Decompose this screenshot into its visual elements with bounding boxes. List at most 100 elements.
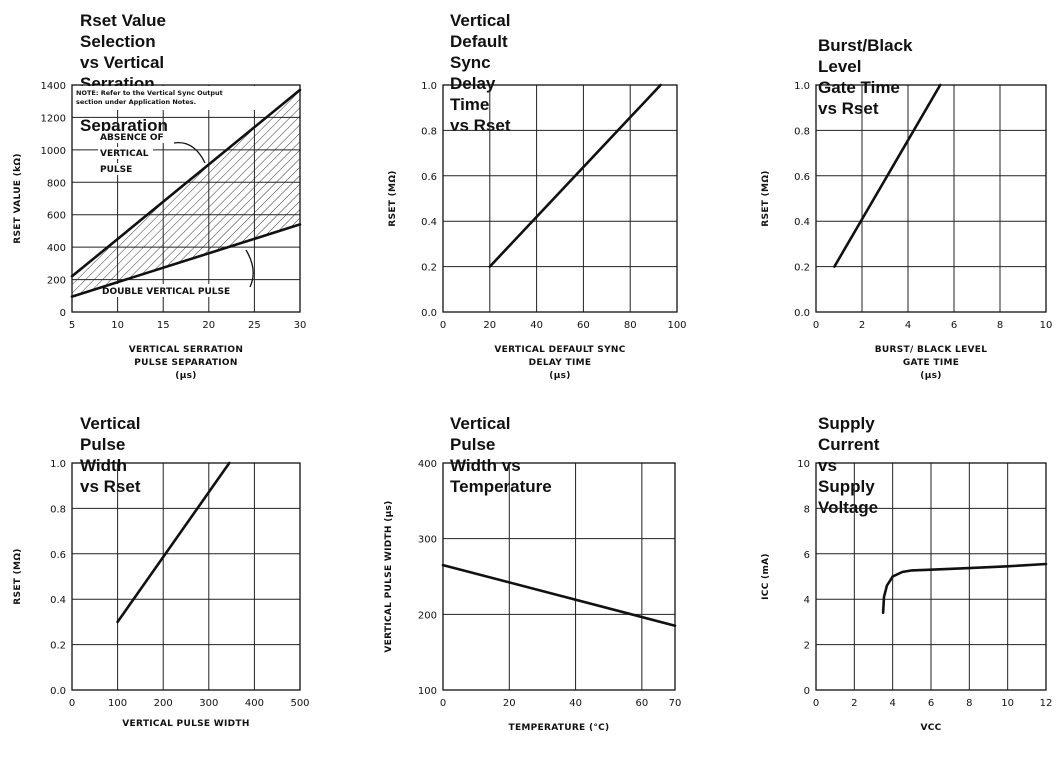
y-tick-label: 1400 <box>41 81 66 92</box>
y-tick-label: 0.2 <box>794 263 810 274</box>
y-tick-label: 0.6 <box>794 172 810 183</box>
x-tick-label: 10 <box>1040 320 1053 331</box>
y-tick-label: 0.6 <box>50 550 66 561</box>
y-tick-label: 0.4 <box>794 217 810 228</box>
annotation-absence-of-vertical-pulse: PULSE <box>100 165 132 175</box>
x-tick-label: 100 <box>108 698 127 709</box>
x-tick-label: 0 <box>813 698 819 709</box>
y-tick-label: 1.0 <box>50 459 66 470</box>
y-tick-label: 1000 <box>41 146 66 157</box>
y-axis-label: VERTICAL PULSE WIDTH (μs) <box>384 500 394 652</box>
annotation-absence-of-vertical-pulse: VERTICAL <box>100 149 149 159</box>
x-axis-label: (μs) <box>175 371 196 381</box>
chart-title: Supply Current vs Supply Voltage <box>818 414 880 517</box>
x-tick-label: 10 <box>1001 698 1014 709</box>
x-axis-label: VERTICAL PULSE WIDTH <box>122 719 249 729</box>
x-tick-label: 70 <box>669 698 682 709</box>
annotation-bg <box>98 131 178 143</box>
hatched-region <box>72 89 300 297</box>
annotation-double-vertical-pulse: DOUBLE VERTICAL PULSE <box>102 287 230 297</box>
y-tick-label: 8 <box>804 504 810 515</box>
y-tick-label: 6 <box>804 550 810 561</box>
plot-frame <box>815 462 1047 691</box>
x-tick-label: 60 <box>635 698 648 709</box>
x-tick-label: 4 <box>905 320 911 331</box>
x-tick-label: 40 <box>569 698 582 709</box>
y-tick-label: 0.0 <box>421 308 437 319</box>
x-axis-label: VERTICAL DEFAULT SYNC <box>494 345 625 355</box>
chart-title: Vertical Pulse Width vs Temperature <box>450 414 552 496</box>
x-tick-label: 300 <box>199 698 218 709</box>
x-tick-label: 400 <box>245 698 264 709</box>
y-tick-label: 1.0 <box>794 81 810 92</box>
x-axis-label: GATE TIME <box>903 358 959 368</box>
y-tick-label: 0.8 <box>421 126 437 137</box>
y-axis-label: ICC (mA) <box>761 553 771 600</box>
x-tick-label: 100 <box>667 320 686 331</box>
x-tick-label: 60 <box>577 320 590 331</box>
y-tick-label: 200 <box>418 610 437 621</box>
x-tick-label: 20 <box>503 698 516 709</box>
x-tick-label: 200 <box>154 698 173 709</box>
y-tick-label: 1.0 <box>421 81 437 92</box>
y-axis-label: RSET (MΩ) <box>13 548 23 604</box>
y-tick-label: 0.0 <box>794 308 810 319</box>
series-line <box>488 83 662 268</box>
series-line <box>116 461 231 624</box>
x-axis-label: BURST/ BLACK LEVEL <box>875 345 988 355</box>
x-tick-label: 6 <box>928 698 934 709</box>
x-tick-label: 15 <box>157 320 170 331</box>
annotation-bg <box>98 147 153 159</box>
x-tick-label: 8 <box>997 320 1003 331</box>
x-tick-label: 12 <box>1040 698 1053 709</box>
y-tick-label: 0.8 <box>50 504 66 515</box>
x-axis-label: DELAY TIME <box>529 358 592 368</box>
y-tick-label: 0.0 <box>50 686 66 697</box>
series-line <box>441 563 677 627</box>
x-tick-label: 5 <box>69 320 75 331</box>
x-tick-label: 8 <box>966 698 972 709</box>
y-tick-label: 300 <box>418 535 437 546</box>
y-tick-label: 200 <box>47 276 66 287</box>
y-tick-label: 0.2 <box>50 641 66 652</box>
x-axis-label: (μs) <box>549 371 570 381</box>
x-tick-label: 6 <box>951 320 957 331</box>
x-tick-label: 500 <box>290 698 309 709</box>
chart-title: Vertical Pulse Width vs Rset <box>80 414 141 496</box>
x-tick-label: 20 <box>483 320 496 331</box>
annotation-arrow <box>245 249 254 288</box>
y-axis-label: RSET VALUE (kΩ) <box>13 153 23 244</box>
x-tick-label: 0 <box>440 320 446 331</box>
annotation-arrow <box>173 142 206 164</box>
x-tick-label: 0 <box>440 698 446 709</box>
y-tick-label: 600 <box>47 211 66 222</box>
x-tick-label: 0 <box>813 320 819 331</box>
plot-frame <box>815 84 1047 313</box>
note-text: NOTE: Refer to the Vertical Sync Output <box>76 89 223 97</box>
series-line <box>70 88 302 278</box>
x-tick-label: 2 <box>859 320 865 331</box>
x-tick-label: 0 <box>69 698 75 709</box>
plot-frame <box>442 462 676 691</box>
x-tick-label: 2 <box>851 698 857 709</box>
y-tick-label: 800 <box>47 178 66 189</box>
x-tick-label: 10 <box>111 320 124 331</box>
series-line <box>833 83 942 268</box>
y-tick-label: 0.4 <box>421 217 437 228</box>
annotation-absence-of-vertical-pulse: ABSENCE OF <box>100 133 164 143</box>
x-axis-label: VCC <box>920 723 941 733</box>
y-axis-label: RSET (MΩ) <box>761 170 771 226</box>
y-tick-label: 4 <box>804 595 810 606</box>
note-box <box>73 86 273 110</box>
y-tick-label: 400 <box>47 243 66 254</box>
chart-title: Burst/Black Level Gate Time vs Rset <box>818 36 913 118</box>
y-tick-label: 0 <box>804 686 810 697</box>
x-tick-label: 20 <box>202 320 215 331</box>
x-axis-label: PULSE SEPARATION <box>134 358 237 368</box>
y-tick-label: 100 <box>418 686 437 697</box>
x-tick-label: 80 <box>624 320 637 331</box>
y-tick-label: 10 <box>797 459 810 470</box>
plot-frame <box>71 462 301 691</box>
y-axis-label: RSET (MΩ) <box>388 170 398 226</box>
y-tick-label: 0.6 <box>421 172 437 183</box>
